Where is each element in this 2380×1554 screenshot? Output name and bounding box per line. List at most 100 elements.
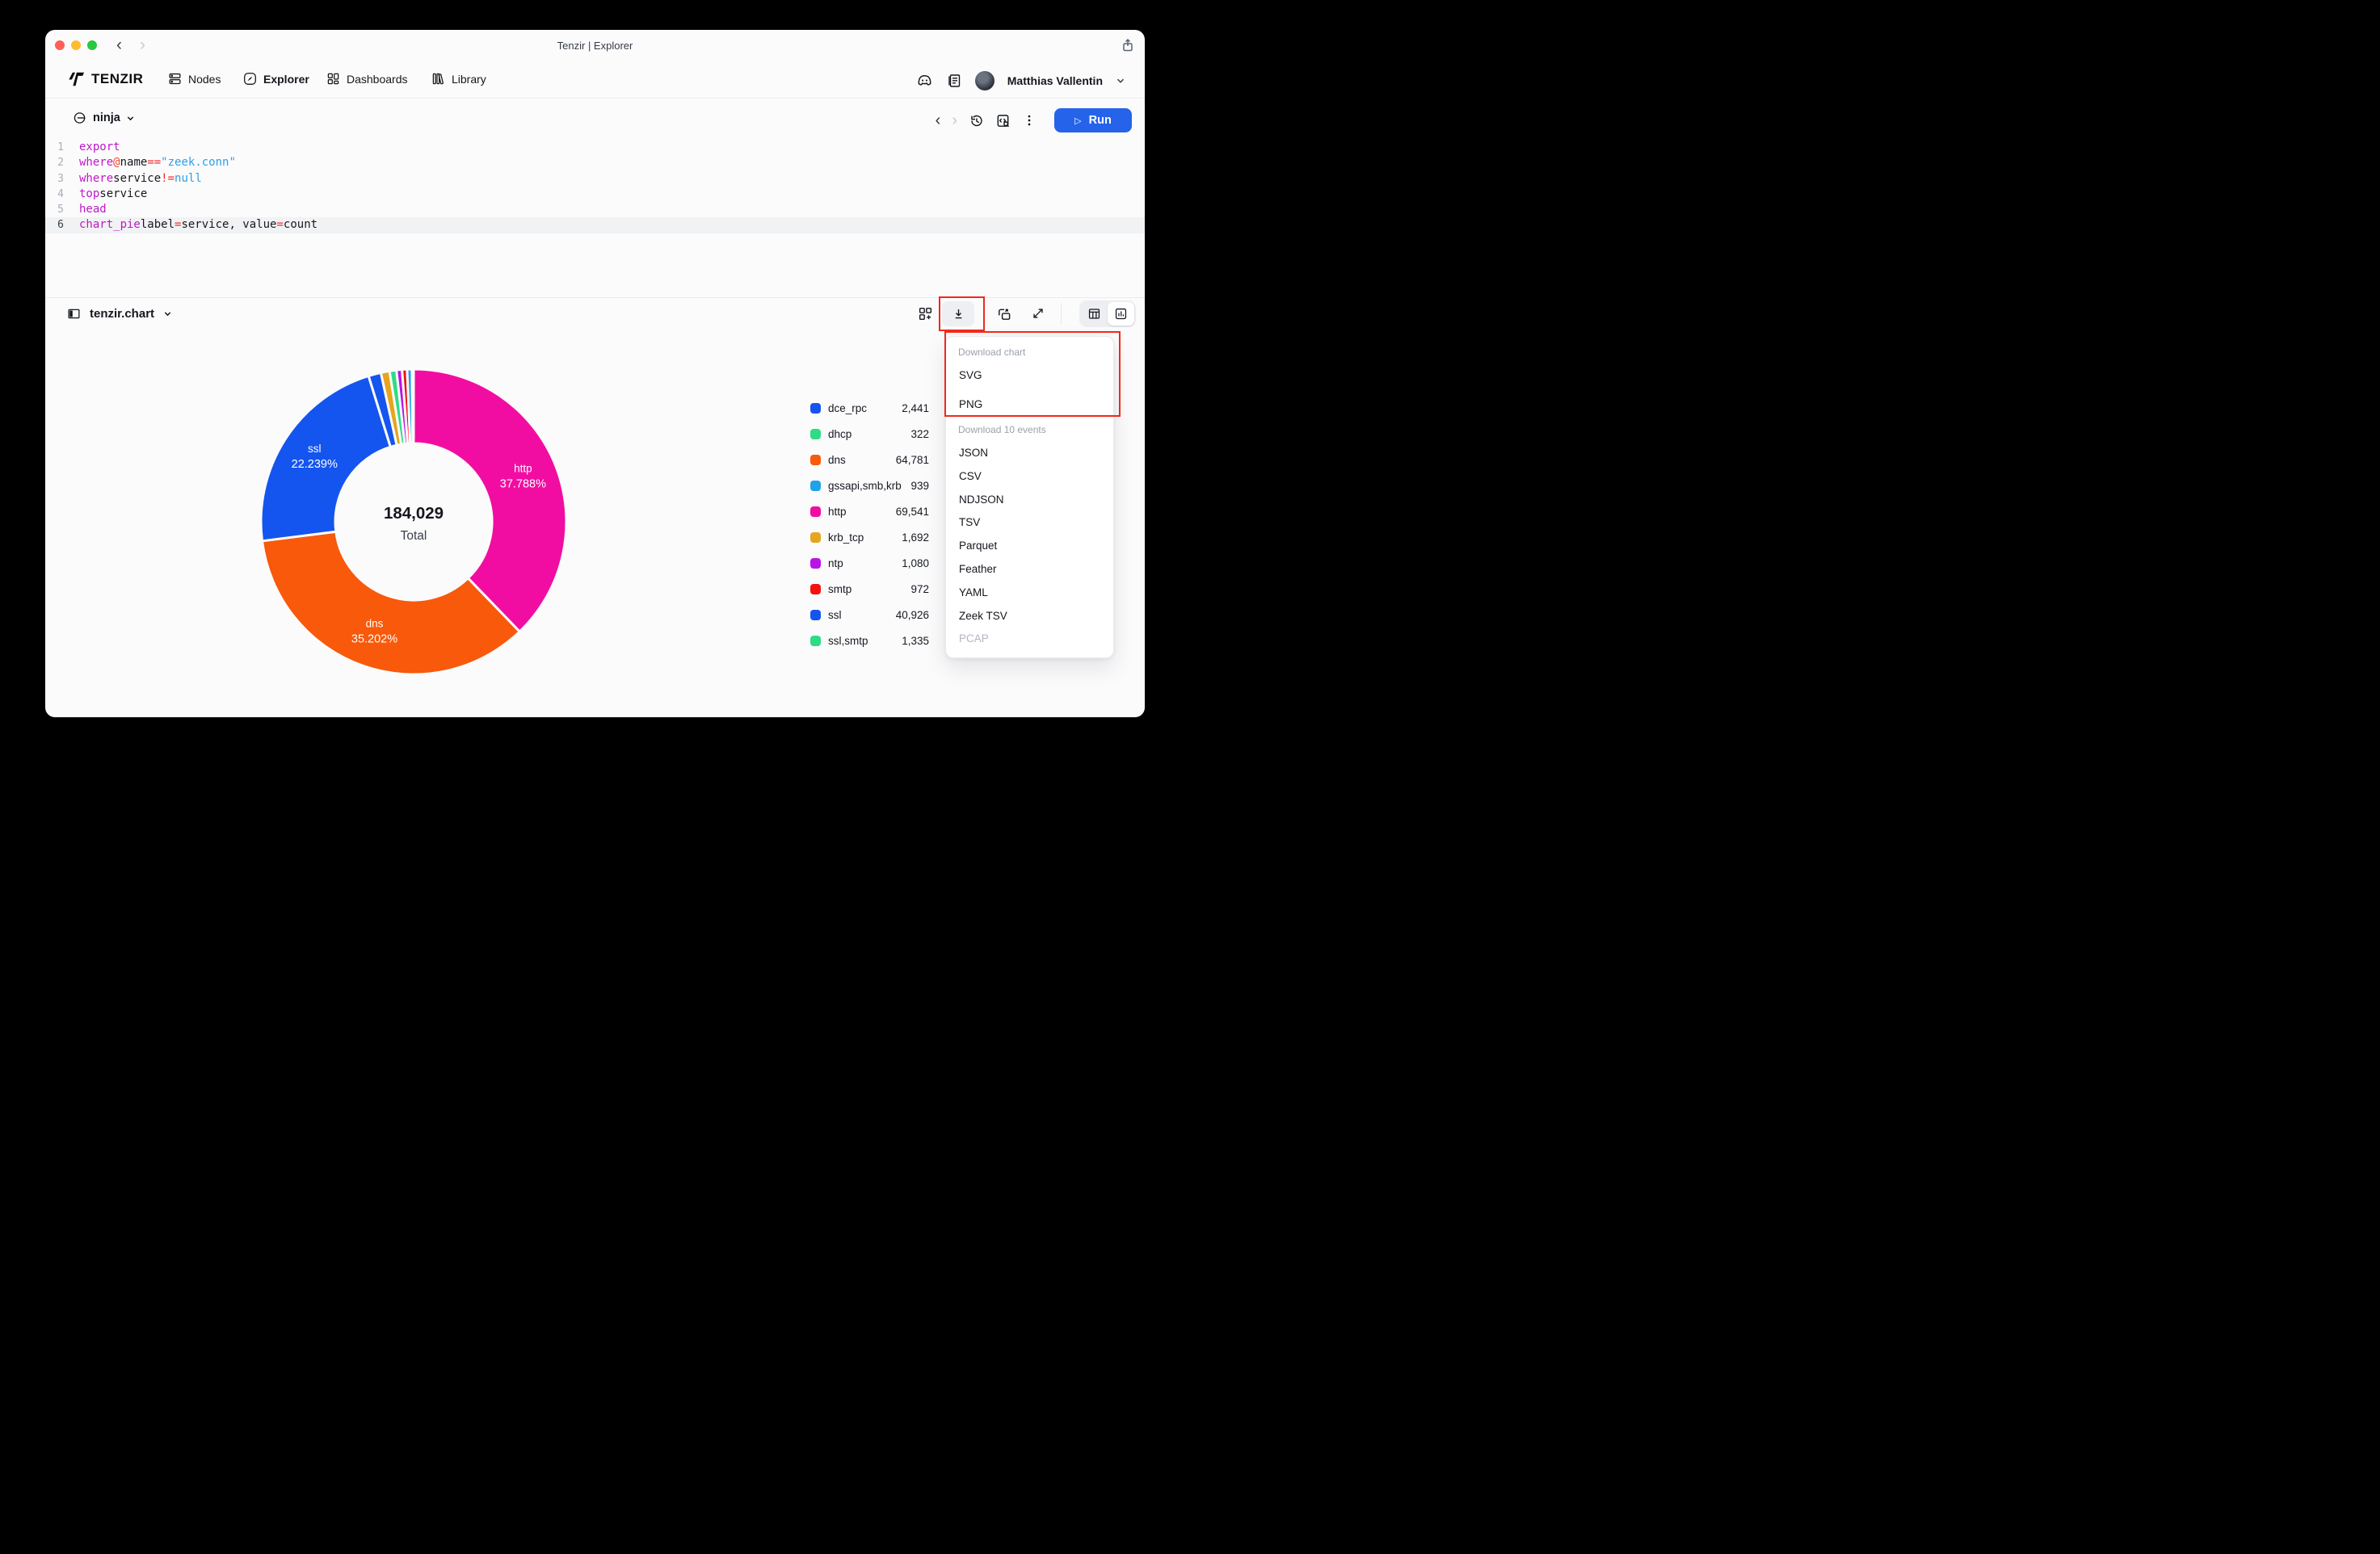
history-forward-button[interactable]: › [952,111,957,129]
legend-row[interactable]: dce_rpc 2,441 [810,395,929,421]
pie-slice-ssl[interactable] [259,374,392,543]
slice-label: http [514,462,532,474]
code-line[interactable]: 6 chart_pie label = service, value = count [45,217,1145,233]
code-line[interactable]: 5 head [45,202,1145,217]
pipeline-name: ninja [93,111,120,124]
line-number: 5 [57,204,64,216]
chart-view-icon [1115,308,1127,319]
legend-label: gssapi,smb,krb [828,479,902,492]
nav-label: Explorer [263,72,309,86]
code-token: service [99,187,148,200]
nav-item-explorer[interactable]: Explorer [243,72,309,86]
code-token: @ [113,156,120,170]
code-token: label [140,218,175,232]
menu-item-csv[interactable]: CSV [959,469,982,482]
code-token: where [79,156,114,170]
run-button[interactable]: ▷ Run [1054,108,1132,132]
menu-item-png[interactable]: PNG [959,398,983,410]
table-view-button[interactable] [1081,302,1108,326]
legend-label: dhcp [828,427,852,440]
menu-item-feather[interactable]: Feather [959,562,997,575]
nav-item-library[interactable]: Library [431,72,486,86]
download-button[interactable] [942,300,974,326]
legend-row[interactable]: dns 64,781 [810,447,929,472]
code-token: service [113,171,162,185]
pie-chart[interactable]: http 37.788% dns 35.202% ssl 22.239% 184,029 To… [244,352,583,691]
play-icon: ▷ [1074,116,1082,126]
legend-swatch [810,454,821,465]
code-search-icon[interactable] [995,113,1011,128]
legend-label: ssl,smtp [828,634,868,647]
code-line[interactable]: 4 top service [45,187,1145,202]
legend-row[interactable]: ssl,smtp 1,335 [810,628,929,653]
duplicate-icon[interactable] [996,306,1011,321]
legend-row[interactable]: smtp 972 [810,576,929,602]
nav-item-dashboards[interactable]: Dashboards [326,72,408,86]
pie-slice-http[interactable] [412,368,568,633]
code-line[interactable]: 1 export [45,140,1145,155]
chart-total-value: 184,029 [384,504,444,523]
nav-label: Dashboards [347,72,408,86]
expand-icon[interactable] [1031,306,1045,321]
code-token: top [79,187,100,200]
legend-row[interactable]: gssapi,smb,krb 939 [810,472,929,498]
close-window-button[interactable] [55,40,65,50]
code-line[interactable]: 3 where service != null [45,171,1145,187]
avatar[interactable] [974,70,994,90]
minimize-window-button[interactable] [71,40,81,50]
nav-item-nodes[interactable]: Nodes [168,72,221,86]
legend-swatch [810,428,821,439]
chevron-down-icon[interactable] [1116,76,1125,86]
legend-row[interactable]: dhcp 322 [810,421,929,447]
user-name[interactable]: Matthias Vallentin [1007,74,1103,87]
legend-row[interactable]: krb_tcp 1,692 [810,524,929,550]
docs-icon[interactable] [946,73,962,89]
legend-swatch [810,402,821,414]
legend-swatch [810,635,821,646]
chart-view-button[interactable] [1108,301,1134,326]
discord-icon[interactable] [916,72,933,89]
menu-item-tsv[interactable]: TSV [959,516,981,529]
legend-row[interactable]: http 69,541 [810,498,929,524]
code-editor[interactable]: 1 export 2 where @ name == "zeek.conn" 3 where… [45,140,1145,233]
browser-back-button[interactable]: ‹ [116,36,122,54]
slice-percentage: 22.239% [292,458,338,471]
legend-value: 2,441 [902,401,929,414]
history-back-button[interactable]: ‹ [935,111,941,129]
tenzir-logo[interactable]: TENZIR [67,70,143,88]
panel-toggle-icon[interactable] [67,307,81,321]
nav-label: Library [452,72,486,86]
menu-item-ndjson[interactable]: NDJSON [959,493,1004,506]
browser-forward-button[interactable]: › [140,36,145,54]
app-window: ‹ › Tenzir | Explorer TENZIR N [45,30,1145,717]
download-icon [955,309,961,318]
zoom-window-button[interactable] [87,40,97,50]
share-icon[interactable] [1120,37,1136,53]
legend-row[interactable]: ntp 1,080 [810,550,929,576]
legend-row[interactable]: ssl 40,926 [810,602,929,628]
code-token: "zeek.conn" [161,156,236,170]
menu-item-json[interactable]: JSON [959,447,989,459]
pie-slice-dns[interactable] [261,530,521,676]
code-line[interactable]: 2 where @ name == "zeek.conn" [45,155,1145,170]
results-schema-name: tenzir.chart [90,307,155,321]
legend-value: 64,781 [895,453,929,466]
pipeline-selector[interactable]: ninja [73,111,135,125]
menu-item-parquet[interactable]: Parquet [959,540,998,552]
menu-item-zeek-tsv[interactable]: Zeek TSV [959,609,1007,622]
history-icon[interactable] [969,113,984,128]
code-token: == [147,156,162,170]
menu-item-svg[interactable]: SVG [959,369,982,381]
toolbar-divider [1061,303,1062,324]
table-view-icon [1088,308,1100,319]
add-to-dashboard-icon[interactable] [918,306,933,321]
editor-toolbar: ‹ › ▷ Run [936,108,1132,132]
legend-label: krb_tcp [828,531,864,544]
kebab-menu-icon[interactable] [1022,113,1037,128]
pie-slice-dhcp[interactable] [410,368,415,445]
view-toggle-group [1079,300,1136,327]
legend-label: http [828,505,847,518]
legend-label: ssl [828,608,842,621]
results-schema-selector[interactable]: tenzir.chart [67,307,172,321]
menu-item-yaml[interactable]: YAML [959,586,988,598]
